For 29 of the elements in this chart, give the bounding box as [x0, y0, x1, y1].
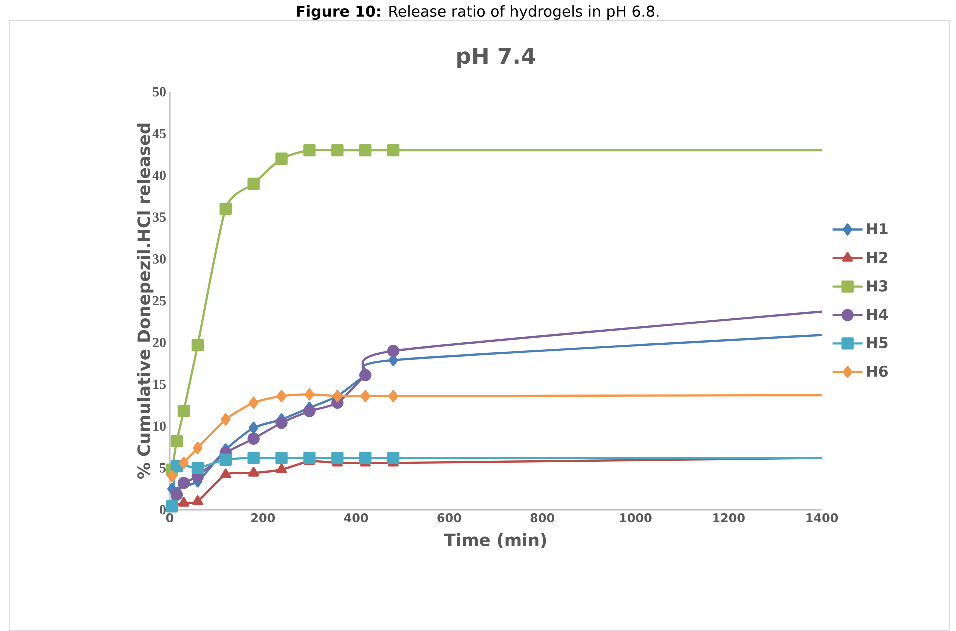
y-tick-label: 15: [154, 380, 166, 390]
y-tick-label: 50: [153, 87, 166, 97]
y-tick-label: 5: [160, 464, 166, 473]
y-tick-label: 25: [153, 296, 166, 306]
x-tick-label: 1400: [806, 514, 838, 523]
x-tick-label: 800: [530, 514, 554, 523]
y-tick-label: 30: [153, 254, 166, 264]
legend-label: H4: [867, 309, 888, 320]
y-tick-label: 35: [153, 212, 166, 222]
y-tick-label: 20: [153, 338, 166, 348]
legend-label: H2: [867, 252, 888, 264]
x-tick-label: 1200: [714, 514, 745, 523]
x-tick-label: 200: [252, 514, 276, 523]
text: Figure 10: Release ratio of hydrogels in pH 6.8.: [297, 6, 659, 20]
legend-label: H5: [867, 337, 888, 349]
chart-title: pH 7.4: [458, 48, 536, 69]
x-tick-label: 0: [166, 514, 174, 523]
x-tick-label: 400: [344, 514, 368, 523]
x-tick-label: 1000: [620, 514, 652, 523]
legend-label: H6: [867, 366, 888, 378]
y-tick-label: 10: [154, 422, 166, 432]
y-tick-label: 40: [152, 170, 166, 180]
y-axis-title: % Cumulative Donepezil.HCl released: [137, 124, 154, 480]
x-tick-label: 600: [438, 514, 462, 523]
legend-label: H3: [867, 280, 888, 292]
legend-label: H1: [867, 224, 888, 234]
x-axis-title: Time (min): [444, 533, 546, 549]
y-tick-label: 45: [152, 129, 166, 138]
y-tick-label: 0: [160, 505, 166, 515]
